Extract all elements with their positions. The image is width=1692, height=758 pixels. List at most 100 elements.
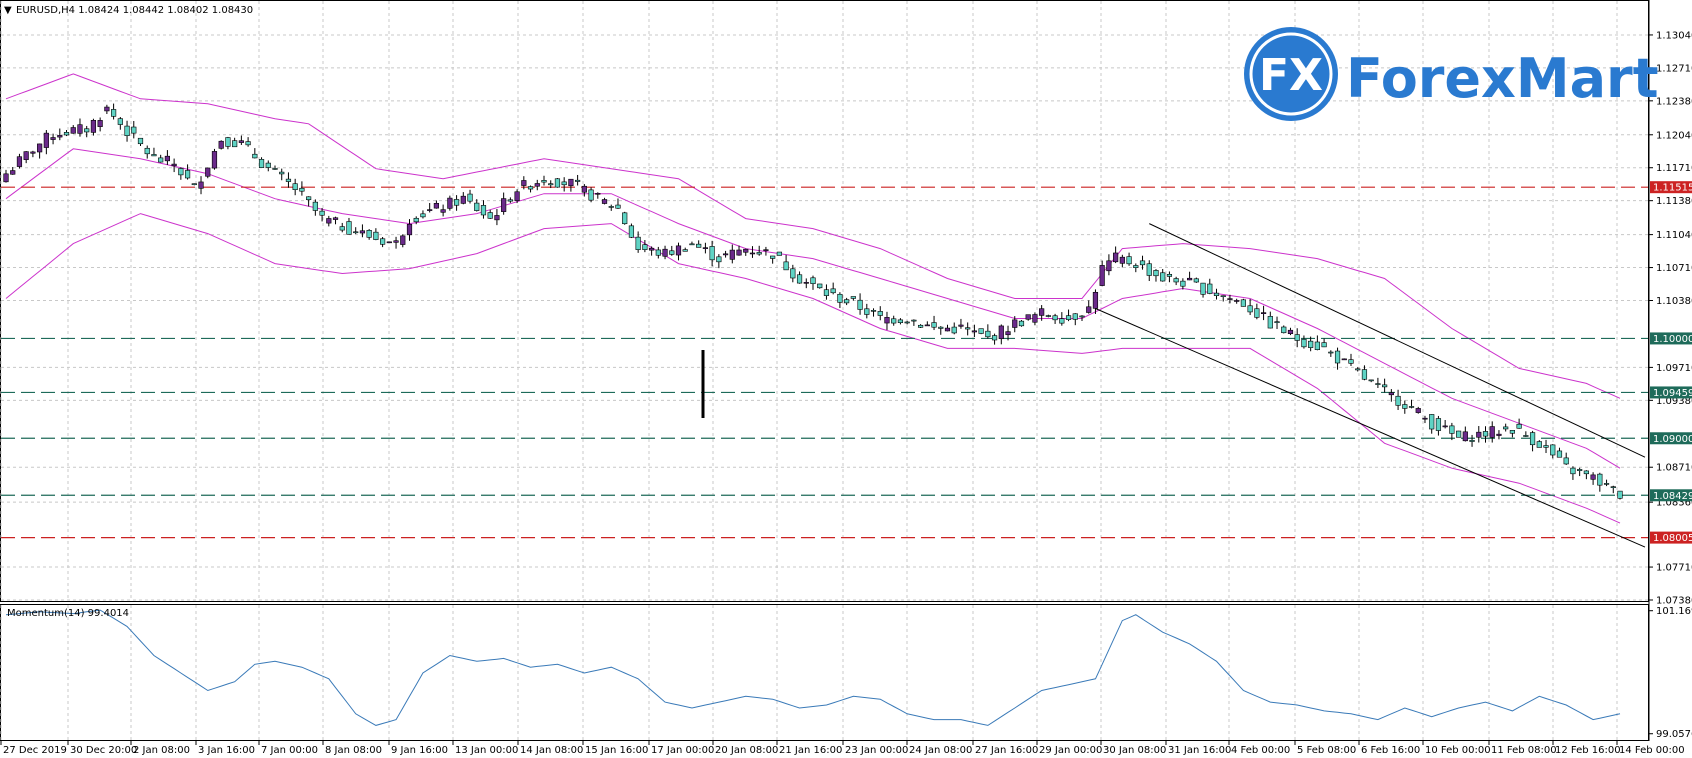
candle: [1240, 298, 1246, 307]
grid: [0, 1, 1648, 740]
candle: [326, 215, 332, 227]
candle: [178, 167, 184, 180]
candle: [84, 125, 90, 138]
candle: [1126, 252, 1132, 266]
x-tick-label: 30 Dec 20:00: [70, 745, 137, 756]
candle: [1321, 338, 1327, 348]
candle: [931, 315, 937, 331]
channel-upper-line: [1149, 223, 1646, 458]
y-tick-label: 1.12380: [1656, 96, 1692, 107]
candle-body: [796, 274, 803, 284]
candle-body: [978, 328, 984, 334]
candle-body: [494, 215, 500, 221]
momentum-panel-frame: [0, 604, 1649, 741]
candle: [332, 216, 339, 225]
candle: [1099, 260, 1105, 287]
candle-body: [971, 330, 977, 333]
candle: [279, 168, 285, 181]
candle: [1153, 269, 1159, 282]
price-tags: 1.11515 1.10000 1.09459 1.09000 1.08429 1.080…: [1650, 181, 1692, 544]
candle-body: [232, 140, 238, 148]
candle: [1503, 423, 1509, 432]
candle-body: [561, 181, 567, 186]
candle-body: [1597, 473, 1603, 486]
candle: [50, 133, 56, 145]
candle-body: [756, 252, 762, 255]
candle: [252, 148, 258, 159]
candle-body: [30, 151, 36, 154]
candle: [729, 244, 735, 264]
candle-body: [1422, 417, 1428, 420]
x-tick-label: 17 Jan 00:00: [651, 745, 714, 756]
candle-body: [1536, 441, 1542, 448]
candle: [823, 284, 830, 300]
candle-body: [137, 137, 144, 145]
candle-body: [1281, 326, 1287, 334]
candle-body: [1240, 299, 1246, 307]
candle-body: [1220, 295, 1226, 298]
candle: [1281, 325, 1287, 334]
price-axis: 1.13040 1.12710 1.12380 1.12040 1.11710 1.113…: [1649, 30, 1692, 740]
candle: [796, 271, 803, 284]
candle-body: [991, 335, 998, 341]
candle-body: [1462, 431, 1468, 442]
price-tag-label: 1.08005: [1653, 533, 1692, 544]
candle-body: [50, 137, 56, 140]
candle-body: [144, 147, 150, 155]
candle-body: [1139, 260, 1146, 266]
candle-body: [844, 299, 850, 304]
candle: [662, 245, 668, 260]
price-tag: 1.09000: [1650, 432, 1692, 445]
candle: [124, 120, 130, 142]
candle-body: [265, 162, 271, 168]
candle: [467, 189, 473, 204]
candle-body: [743, 248, 749, 253]
candle: [1577, 467, 1583, 477]
candle: [90, 118, 97, 136]
candle: [292, 178, 298, 196]
candle: [285, 172, 292, 188]
candle: [1482, 426, 1489, 443]
candle: [682, 247, 688, 252]
candle: [1018, 320, 1025, 327]
candle-body: [433, 203, 440, 209]
momentum-tick-label: 101.1691: [1656, 606, 1692, 617]
candle: [137, 137, 144, 147]
candle-body: [63, 132, 70, 136]
candle: [1314, 335, 1320, 351]
candle: [581, 184, 587, 197]
x-tick-label: 15 Jan 16:00: [585, 745, 648, 756]
candle-body: [891, 318, 897, 324]
candle: [991, 333, 998, 345]
candle-body: [675, 245, 682, 256]
candle: [1563, 452, 1569, 465]
candle: [480, 200, 487, 219]
candle-body: [877, 311, 883, 316]
candle-body: [1388, 392, 1394, 396]
candle-body: [1086, 306, 1092, 313]
candle-body: [406, 223, 413, 236]
candlestick-series: [3, 103, 1623, 500]
x-tick-label: 31 Jan 16:00: [1168, 745, 1231, 756]
candle-body: [1476, 431, 1482, 438]
candle: [353, 227, 359, 235]
candle-body: [709, 246, 715, 261]
dropdown-arrow-icon[interactable]: ▼: [4, 5, 12, 16]
candle: [1462, 426, 1468, 442]
candle-body: [198, 181, 204, 189]
candle: [1059, 312, 1065, 326]
candle: [23, 151, 29, 164]
candle-body: [326, 218, 332, 224]
candle: [359, 224, 366, 238]
candle: [1523, 431, 1529, 437]
candle: [1388, 389, 1394, 402]
candle: [63, 130, 70, 137]
candle-body: [1328, 351, 1334, 354]
candle: [608, 204, 614, 211]
candle-body: [615, 204, 621, 209]
candle-body: [1146, 263, 1152, 276]
candle: [1025, 314, 1031, 321]
candle-body: [299, 187, 305, 192]
candle-body: [1106, 260, 1112, 272]
candle-body: [1079, 315, 1085, 318]
